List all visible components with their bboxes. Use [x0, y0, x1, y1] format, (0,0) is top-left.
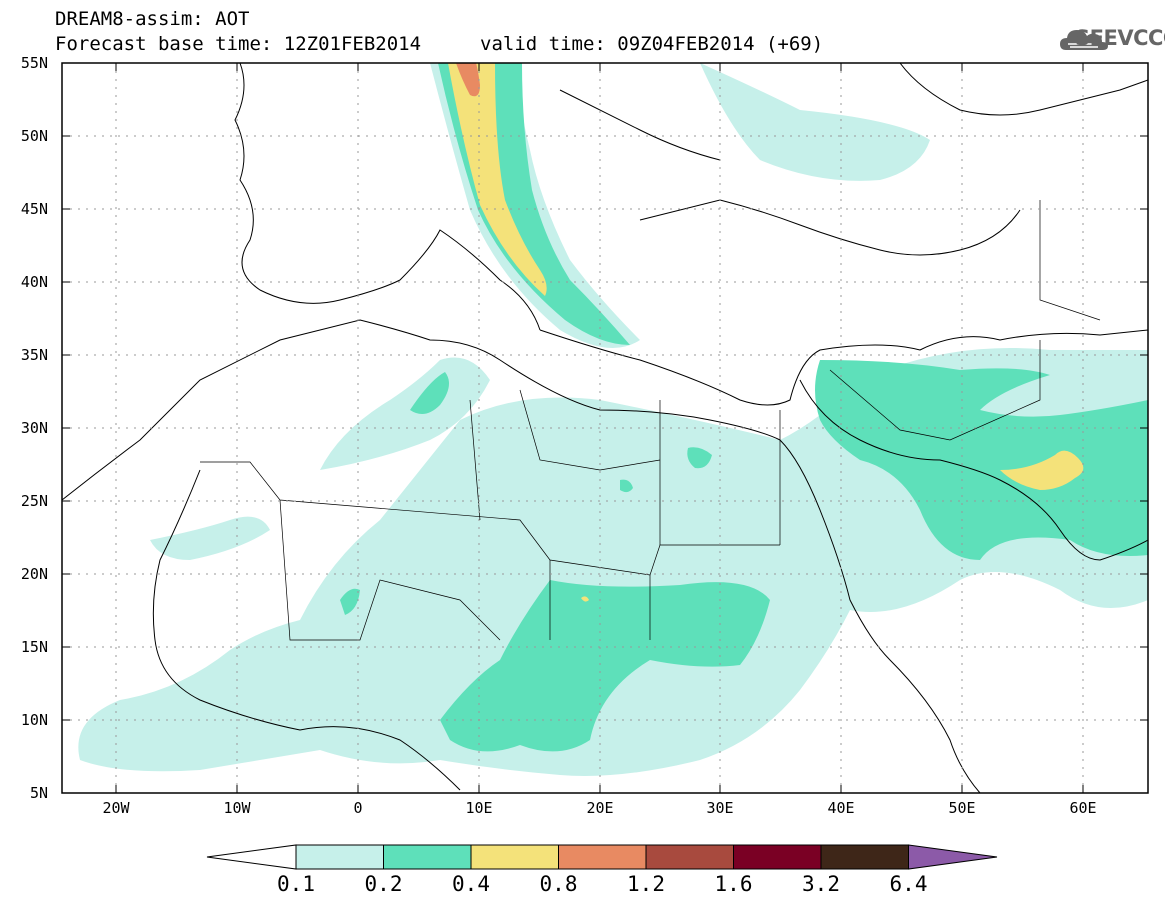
valid-time: valid time: 09Z04FEB2014 (+69) [480, 33, 824, 55]
lon-label: 30E [706, 799, 733, 817]
lon-label: 60E [1069, 799, 1096, 817]
axis-ticks [62, 62, 1148, 794]
lat-label: 50N [21, 127, 48, 145]
colorbar-segment [645, 844, 734, 870]
colorbar-label: 1.2 [627, 872, 665, 896]
lat-label: 10N [21, 711, 48, 729]
lon-label: 40E [827, 799, 854, 817]
longitude-labels: 20W 10W 0 10E 20E 30E 40E 50E 60E [102, 799, 1096, 817]
colorbar-right-arrow [908, 844, 998, 870]
country-borders [200, 200, 1101, 641]
colorbar-labels: 0.1 0.2 0.4 0.8 1.2 1.6 3.2 6.4 [277, 872, 927, 896]
lat-label: 45N [21, 200, 48, 218]
colorbar-label: 1.6 [715, 872, 753, 896]
lat-label: 30N [21, 419, 48, 437]
lon-label: 10W [223, 799, 251, 817]
colorbar-segment [295, 844, 384, 870]
lat-label: 5N [30, 784, 48, 802]
aot-contours [62, 63, 1148, 793]
colorbar-segment [733, 844, 822, 870]
lat-label: 20N [21, 565, 48, 583]
lat-label: 25N [21, 492, 48, 510]
colorbar [206, 844, 998, 870]
latitude-labels: 55N 50N 45N 40N 35N 30N 25N 20N 15N 10N … [21, 54, 48, 802]
colorbar-segment [820, 844, 909, 870]
lat-label: 35N [21, 346, 48, 364]
graticule [62, 63, 1148, 793]
lon-label: 50E [948, 799, 975, 817]
map-title: DREAM8-assim: AOT [55, 8, 250, 30]
forecast-base-time: Forecast base time: 12Z01FEB2014 [55, 33, 422, 55]
colorbar-label: 0.8 [540, 872, 578, 896]
lon-label: 20W [102, 799, 130, 817]
colorbar-label: 0.1 [277, 872, 315, 896]
lon-label: 20E [586, 799, 613, 817]
lat-label: 15N [21, 638, 48, 656]
colorbar-segment [470, 844, 559, 870]
lon-label: 0 [353, 799, 362, 817]
cloud-logo-icon [1060, 30, 1108, 50]
colorbar-left-arrow [206, 844, 297, 870]
colorbar-label: 0.2 [365, 872, 403, 896]
colorbar-label: 6.4 [890, 872, 928, 896]
logo-text: SEEVCCC [1075, 26, 1165, 50]
lat-label: 40N [21, 273, 48, 291]
colorbar-segment [383, 844, 472, 870]
lat-label: 55N [21, 54, 48, 72]
colorbar-label: 0.4 [452, 872, 490, 896]
lon-label: 10E [465, 799, 492, 817]
colorbar-segment [558, 844, 647, 870]
coastlines [62, 63, 1148, 793]
colorbar-label: 3.2 [802, 872, 840, 896]
